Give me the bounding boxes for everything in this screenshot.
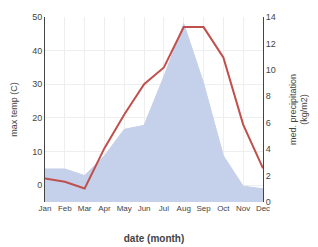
- svg-text:14: 14: [266, 12, 276, 22]
- svg-text:10: 10: [266, 65, 276, 75]
- svg-text:max temp (C): max temp (C): [9, 82, 19, 137]
- svg-text:Sep: Sep: [196, 204, 211, 213]
- svg-text:8: 8: [266, 91, 271, 101]
- svg-text:12: 12: [266, 39, 276, 49]
- svg-text:10: 10: [32, 147, 42, 157]
- svg-text:Oct: Oct: [217, 204, 230, 213]
- svg-text:20: 20: [32, 113, 42, 123]
- svg-text:med. precipitation(kg/m2): med. precipitation(kg/m2): [288, 74, 310, 145]
- svg-text:Dec: Dec: [256, 204, 270, 213]
- svg-text:40: 40: [32, 46, 42, 56]
- svg-text:4: 4: [266, 144, 271, 154]
- svg-text:May: May: [117, 204, 132, 213]
- svg-text:30: 30: [32, 79, 42, 89]
- svg-text:Feb: Feb: [58, 204, 72, 213]
- svg-text:6: 6: [266, 118, 271, 128]
- svg-text:0: 0: [37, 180, 42, 190]
- svg-text:0: 0: [266, 197, 271, 207]
- svg-text:50: 50: [32, 12, 42, 22]
- svg-text:Apr: Apr: [98, 204, 111, 213]
- svg-text:Nov: Nov: [236, 204, 250, 213]
- svg-text:Jul: Jul: [159, 204, 169, 213]
- svg-text:date (month): date (month): [124, 233, 185, 244]
- svg-text:Jun: Jun: [138, 204, 151, 213]
- svg-text:Mar: Mar: [78, 204, 92, 213]
- svg-text:Jan: Jan: [39, 204, 52, 213]
- svg-text:2: 2: [266, 171, 271, 181]
- svg-text:Aug: Aug: [177, 204, 191, 213]
